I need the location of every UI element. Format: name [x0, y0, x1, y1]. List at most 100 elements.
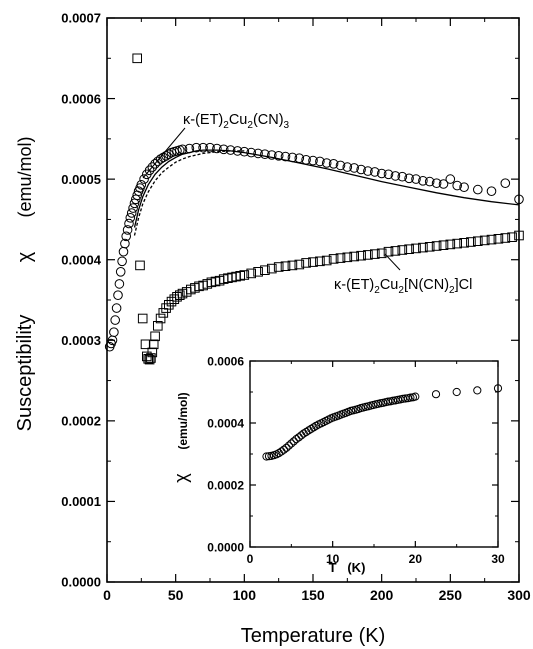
data-point-square — [411, 243, 421, 254]
data-point-circle — [406, 393, 415, 402]
data-point-square — [294, 259, 305, 270]
data-point-square — [273, 262, 284, 272]
data-point-circle — [424, 176, 435, 187]
data-point-circle — [124, 218, 134, 229]
data-point-circle — [397, 171, 408, 182]
data-point-circle — [114, 279, 125, 289]
data-point-square — [253, 267, 263, 277]
data-point-square — [148, 339, 159, 350]
x-tick-label: 300 — [507, 587, 531, 603]
annotation-leader-1 — [142, 127, 186, 179]
data-point-circle — [418, 176, 428, 186]
y-tick-label: 0.0002 — [61, 414, 101, 429]
data-point-square — [383, 246, 394, 257]
data-point-square — [479, 235, 490, 246]
y-tick-label: 0.0000 — [61, 575, 101, 590]
data-point-circle — [342, 162, 353, 172]
data-point-circle — [126, 208, 137, 218]
data-point-circle — [184, 143, 195, 154]
data-point-circle — [253, 148, 263, 159]
data-point-circle — [115, 267, 126, 277]
data-point-circle — [120, 238, 130, 249]
data-point-square — [486, 234, 497, 245]
data-point-square — [150, 331, 160, 342]
data-point-circle — [284, 441, 293, 450]
data-point-circle — [445, 174, 456, 184]
fit-curve-solid — [133, 149, 520, 228]
data-point-circle — [113, 290, 123, 301]
data-point-square — [493, 234, 504, 244]
y-tick-label: 0.0006 — [207, 354, 244, 368]
annotation-leader-2 — [384, 253, 401, 271]
data-point-circle — [335, 160, 346, 171]
data-point-square — [390, 246, 401, 256]
y-tick-label: 0.0000 — [207, 540, 244, 554]
data-point-square — [342, 252, 353, 263]
main-data-points — [104, 53, 524, 365]
data-point-circle — [287, 152, 298, 163]
data-point-circle — [262, 452, 271, 461]
data-point-square — [473, 236, 483, 246]
data-point-square — [349, 251, 359, 262]
x-tick-label: 10 — [326, 552, 340, 566]
annotation-label-2: κ-(ET)2Cu2[N(CN)2]Cl — [334, 277, 472, 296]
data-point-circle — [459, 182, 469, 192]
inset-data-points — [262, 384, 503, 461]
y-tick-label: 0.0005 — [61, 172, 101, 187]
data-point-circle — [321, 158, 332, 168]
data-point-square — [308, 257, 318, 267]
data-point-circle — [356, 164, 366, 175]
data-point-circle — [122, 225, 133, 235]
data-point-circle — [191, 142, 202, 153]
data-point-circle — [383, 169, 394, 180]
main-y-ticks: 0.0000 0.0001 0.0002 0.0003 0.0004 0.0005 0.00… — [61, 11, 519, 590]
data-point-square — [140, 339, 151, 350]
y-tick-label: 0.0007 — [61, 11, 101, 26]
data-point-circle — [363, 166, 373, 176]
data-point-circle — [376, 168, 387, 179]
data-point-square — [260, 265, 270, 275]
data-point-circle — [280, 151, 291, 162]
data-point-circle — [109, 327, 119, 338]
y-tick-label: 0.0004 — [207, 416, 244, 430]
data-point-square — [376, 248, 387, 259]
data-point-circle — [411, 392, 420, 401]
data-point-circle — [232, 146, 243, 156]
data-point-circle — [390, 171, 401, 181]
y-tick-label: 0.0002 — [207, 478, 244, 492]
data-point-circle — [500, 178, 511, 188]
inset-x-axis-title: T (K) — [329, 560, 366, 575]
data-point-circle — [139, 174, 149, 184]
data-point-circle — [473, 184, 483, 195]
data-point-square — [466, 237, 476, 247]
data-point-circle — [349, 163, 360, 173]
data-point-circle — [264, 452, 274, 461]
data-point-circle — [212, 143, 222, 154]
data-point-square — [164, 300, 174, 310]
data-point-square — [404, 244, 414, 254]
data-point-circle — [473, 386, 482, 395]
data-point-square — [370, 249, 380, 259]
data-point-square — [135, 260, 145, 271]
data-point-square — [507, 232, 517, 242]
data-point-circle — [328, 159, 339, 169]
data-point-square — [158, 308, 169, 318]
data-point-circle — [117, 256, 127, 267]
data-point-square — [514, 230, 524, 241]
data-point-square — [328, 254, 339, 264]
data-point-circle — [493, 384, 503, 393]
data-point-circle — [431, 390, 441, 399]
data-point-circle — [438, 179, 449, 189]
data-point-square — [267, 263, 277, 274]
data-point-circle — [177, 144, 188, 155]
data-point-circle — [155, 154, 166, 164]
data-point-square — [397, 245, 408, 255]
x-tick-label: 30 — [491, 552, 505, 566]
inset-y-axis-unit: (emu/mol) — [176, 392, 190, 449]
data-point-circle — [287, 439, 296, 448]
data-point-circle — [205, 142, 215, 153]
data-point-square — [153, 321, 163, 331]
data-point-circle — [289, 437, 298, 446]
x-tick-label: 0 — [247, 552, 254, 566]
data-point-circle — [218, 144, 229, 155]
